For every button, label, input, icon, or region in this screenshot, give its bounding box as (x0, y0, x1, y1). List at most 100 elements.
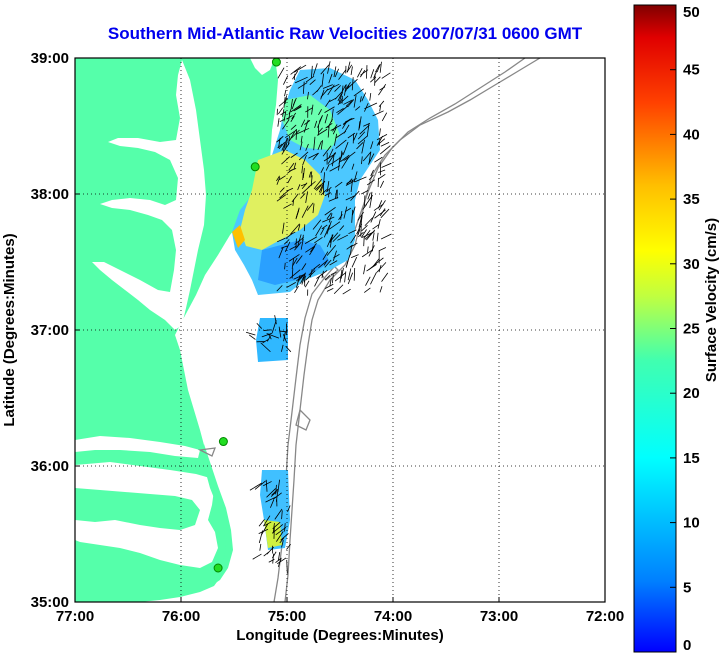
velocity-vector (379, 105, 382, 112)
velocity-vector (280, 111, 287, 116)
velocity-vector (346, 244, 353, 250)
velocity-vector (301, 205, 309, 218)
velocity-patch-hatteras-yellow (264, 520, 282, 548)
velocity-vector (299, 141, 303, 151)
velocity-vector (314, 275, 320, 287)
velocity-vector (326, 236, 332, 248)
velocity-vector (324, 207, 336, 216)
velocity-vector (353, 132, 358, 141)
velocity-vector (370, 169, 374, 177)
velocity-vector (276, 237, 286, 243)
velocity-vector (284, 95, 287, 104)
velocity-vector (351, 209, 354, 223)
velocity-vector (328, 213, 333, 223)
velocity-vector (326, 221, 332, 235)
velocity-vector (326, 244, 337, 256)
velocity-vector (298, 151, 309, 161)
velocity-vector (282, 222, 285, 234)
velocity-vector (261, 332, 273, 338)
velocity-vector (380, 208, 390, 219)
velocity-vector (334, 189, 338, 199)
colorbar-tick-label: 30 (683, 256, 700, 273)
velocity-vector (296, 274, 304, 282)
velocity-vector (310, 243, 317, 253)
velocity-vector (300, 183, 307, 187)
velocity-vector (277, 67, 285, 79)
velocity-vector (301, 273, 306, 285)
velocity-vector (379, 286, 383, 293)
velocity-vector (345, 260, 349, 268)
velocity-vector (313, 178, 323, 190)
velocity-vector (279, 118, 286, 123)
velocity-vector (379, 128, 381, 136)
velocity-vector (343, 118, 351, 125)
velocity-vector (285, 233, 293, 239)
velocity-vector (334, 85, 342, 92)
velocity-vector (324, 283, 334, 289)
velocity-vector (376, 134, 388, 141)
velocity-vector (297, 234, 302, 248)
velocity-vector (261, 523, 269, 535)
velocity-vector (344, 84, 347, 96)
velocity-vector (258, 519, 265, 527)
velocity-vector (381, 112, 388, 122)
velocity-vector (316, 184, 322, 191)
velocity-vector (357, 229, 361, 236)
velocity-vector (321, 224, 328, 230)
velocity-vector (356, 223, 363, 235)
y-axis-label: Latitude (Degrees:Minutes) (1, 233, 18, 426)
velocity-vector (317, 115, 323, 128)
x-tick-label: 73:00 (480, 608, 518, 625)
velocity-vector (272, 553, 274, 564)
velocity-vector (360, 69, 369, 76)
velocity-vector (287, 505, 291, 512)
velocity-vector (290, 98, 293, 109)
velocity-vector (281, 156, 290, 165)
velocity-vector (301, 165, 303, 174)
velocity-vector (290, 104, 302, 113)
velocity-vector (340, 268, 344, 279)
velocity-vector (265, 479, 268, 492)
velocity-vector (339, 269, 343, 283)
velocity-vector (310, 171, 313, 178)
velocity-vector (335, 139, 347, 149)
velocity-vector (338, 91, 343, 102)
velocity-vector (322, 216, 335, 223)
velocity-vector (364, 287, 371, 293)
velocity-vector (273, 492, 282, 500)
velocity-vector (279, 330, 288, 333)
velocity-vector (276, 285, 283, 292)
velocity-vector (283, 239, 290, 245)
colorbar-tick-label: 25 (683, 321, 700, 338)
velocity-vector (379, 61, 382, 73)
velocity-vector (281, 540, 284, 548)
velocity-vector (368, 174, 374, 181)
velocity-vector (364, 102, 378, 110)
velocity-vector (297, 184, 301, 191)
velocity-vector (328, 221, 341, 230)
velocity-vector (291, 258, 295, 269)
velocity-vector (330, 157, 341, 165)
velocity-vector (368, 245, 375, 257)
velocity-vector (370, 141, 374, 150)
velocity-vector (312, 89, 319, 96)
velocity-vector (375, 64, 380, 73)
velocity-field (232, 61, 392, 574)
velocity-vector (308, 181, 316, 188)
velocity-vector (361, 225, 368, 232)
plot-area (75, 58, 605, 602)
velocity-vector (379, 180, 385, 189)
velocity-vector (348, 229, 357, 235)
velocity-vector (268, 558, 275, 563)
velocity-vector (324, 275, 331, 281)
velocity-vector (314, 120, 318, 128)
velocity-vector (361, 249, 373, 258)
velocity-vector (332, 250, 337, 262)
albemarle-sound (75, 436, 200, 458)
velocity-vector (292, 257, 298, 267)
velocity-vectors (245, 61, 392, 574)
velocity-vector (333, 66, 337, 78)
velocity-vector (321, 73, 325, 87)
velocity-vector (326, 83, 340, 91)
velocity-vector (305, 246, 315, 253)
